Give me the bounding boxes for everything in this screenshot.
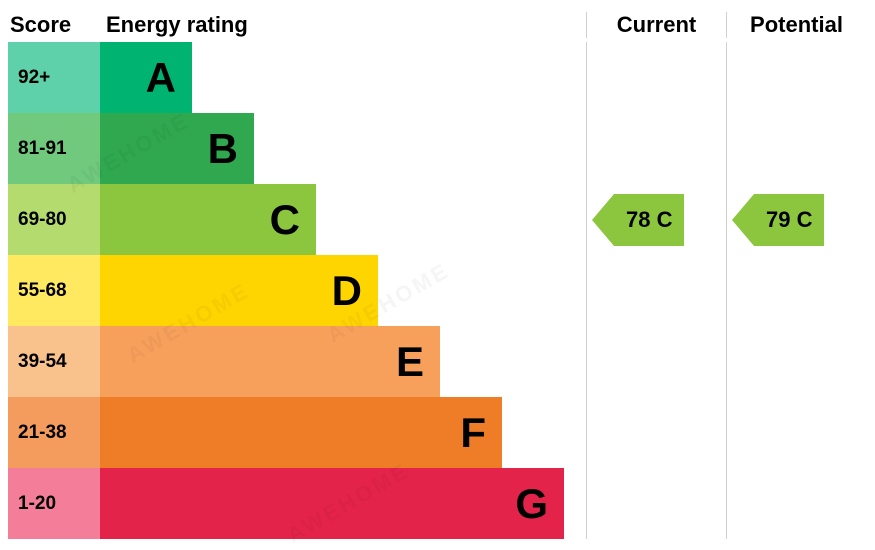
chart-body: 92+A81-91B69-80C55-68D39-54E21-38F1-20G 7… [8, 42, 866, 539]
band-row-b: 81-91B [8, 113, 866, 184]
score-range: 55-68 [8, 255, 100, 326]
current-marker: 78 C [592, 194, 684, 246]
band-row-f: 21-38F [8, 397, 866, 468]
header-current: Current [586, 12, 726, 38]
header-potential: Potential [726, 12, 866, 38]
rating-bar-e: E [100, 326, 440, 397]
score-range: 39-54 [8, 326, 100, 397]
rating-bar-b: B [100, 113, 254, 184]
rating-bar-c: C [100, 184, 316, 255]
band-row-g: 1-20G [8, 468, 866, 539]
band-row-d: 55-68D [8, 255, 866, 326]
header-score: Score [8, 12, 100, 38]
score-range: 92+ [8, 42, 100, 113]
score-range: 1-20 [8, 468, 100, 539]
rating-bar-g: G [100, 468, 564, 539]
header-row: Score Energy rating Current Potential [8, 8, 866, 42]
score-range: 21-38 [8, 397, 100, 468]
band-row-e: 39-54E [8, 326, 866, 397]
score-range: 81-91 [8, 113, 100, 184]
rating-bar-d: D [100, 255, 378, 326]
current-marker-arrow-icon [592, 194, 614, 246]
potential-marker-label: 79 C [754, 194, 824, 246]
current-marker-label: 78 C [614, 194, 684, 246]
potential-marker-arrow-icon [732, 194, 754, 246]
rating-bar-f: F [100, 397, 502, 468]
potential-marker: 79 C [732, 194, 824, 246]
rating-bar-a: A [100, 42, 192, 113]
band-row-a: 92+A [8, 42, 866, 113]
header-rating: Energy rating [100, 12, 586, 38]
energy-rating-chart: Score Energy rating Current Potential 92… [8, 8, 866, 539]
score-range: 69-80 [8, 184, 100, 255]
